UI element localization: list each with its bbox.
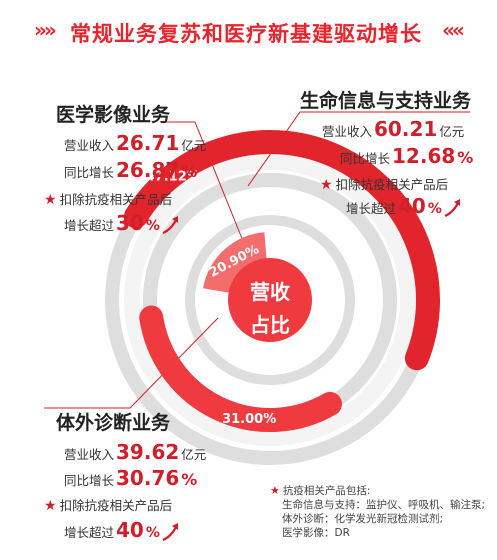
chevron-left-icon: «« [442, 18, 465, 42]
imaging-over-label: 增长超过 [64, 218, 115, 233]
footnote-line3: 体外诊断：化学发光新冠检测试剂; [282, 513, 444, 525]
segment-ivd-title: 体外诊断业务 [56, 412, 171, 434]
imaging-over-row: 增长超过 30% [64, 211, 182, 235]
arc-ivd [139, 305, 342, 432]
center-label-line2: 占比 [250, 313, 290, 337]
ivd-revenue-row: 营业收入 39.62 亿元 [64, 440, 206, 464]
ivd-excl-row: ★ 扣除抗疫相关产品后 [44, 495, 172, 514]
trend-up-arrow-icon [444, 199, 460, 218]
footnote-line2: 生命信息与支持：监护仪、呼吸机、输注泵; [282, 499, 486, 511]
trend-up-arrow-icon [162, 216, 178, 235]
segment-imaging-title: 医学影像业务 [56, 104, 171, 126]
imaging-revenue-unit: 亿元 [181, 138, 207, 153]
imaging-revenue-value: 26.71 [116, 131, 180, 155]
footnote-line1: ★ 抗疫相关产品包括: [270, 484, 485, 498]
footnote-line1-text: 抗疫相关产品包括: [282, 485, 371, 497]
imaging-excl-row: ★ 扣除抗疫相关产品后 [44, 189, 172, 208]
life-revenue-row: 营业收入 60.21 亿元 [322, 117, 464, 141]
center-disc [228, 258, 312, 342]
life-over-value: 40 [398, 194, 426, 218]
life-over-label: 增长超过 [346, 201, 397, 216]
imaging-growth-value: 26.87 [116, 158, 180, 182]
ivd-over-row: 增长超过 40% [64, 518, 182, 542]
imaging-excl-label: 扣除抗疫相关产品后 [59, 192, 173, 207]
life-excl-row: ★ 扣除抗疫相关产品后 [320, 174, 448, 193]
inner-disc [203, 232, 267, 294]
life-excl-label: 扣除抗疫相关产品后 [335, 177, 449, 192]
life-growth-unit: % [457, 148, 474, 167]
imaging-growth-unit: % [181, 162, 198, 181]
ivd-revenue-unit: 亿元 [181, 447, 207, 462]
life-revenue-value: 60.21 [374, 117, 438, 141]
life-growth-value: 12.68 [392, 144, 456, 168]
connector-imaging [160, 121, 246, 247]
life-revenue-label: 营业收入 [322, 124, 373, 139]
ring-track-inner [185, 215, 355, 385]
imaging-over-unit: % [145, 218, 160, 234]
footnote-line4: 医学影像：DR [282, 527, 350, 539]
ivd-revenue-label: 营业收入 [64, 447, 115, 462]
star-icon: ★ [270, 484, 280, 497]
imaging-growth-row: 同比增长 26.87% [64, 158, 197, 182]
life-over-unit: % [427, 201, 442, 217]
ivd-excl-label: 扣除抗疫相关产品后 [59, 498, 173, 513]
ivd-over-label: 增长超过 [64, 525, 115, 540]
ivd-growth-row: 同比增长 30.76% [64, 466, 197, 490]
imaging-over-value: 30 [116, 211, 144, 235]
ivd-over-unit: % [145, 525, 160, 541]
life-growth-label: 同比增长 [340, 151, 391, 166]
connector-ivd [44, 317, 219, 409]
ivd-over-value: 40 [116, 518, 144, 542]
ivd-growth-unit: % [181, 470, 198, 489]
ring-gap [124, 154, 416, 446]
star-icon: ★ [44, 498, 57, 514]
life-growth-row: 同比增长 12.68% [340, 144, 473, 168]
ivd-revenue-value: 39.62 [116, 440, 180, 464]
footnote: ★ 抗疫相关产品包括: 生命信息与支持：监护仪、呼吸机、输注泵; 体外诊断：化学发… [270, 484, 485, 540]
center-label: 营收 占比 [240, 276, 300, 338]
arc-life [124, 130, 440, 371]
ivd-growth-label: 同比增长 [64, 473, 115, 488]
imaging-growth-label: 同比增长 [64, 165, 115, 180]
label-ivd: 31.00% [222, 412, 276, 427]
connector-life [247, 111, 470, 187]
imaging-revenue-label: 营业收入 [64, 138, 115, 153]
ivd-growth-value: 30.76 [116, 466, 180, 490]
label-life: 47.12% [146, 169, 200, 184]
star-icon: ★ [320, 177, 333, 193]
star-icon: ★ [44, 192, 57, 208]
title-row: »» 常规业务复苏和医疗新基建驱动增长 «« [0, 0, 497, 62]
life-revenue-unit: 亿元 [439, 124, 465, 139]
imaging-revenue-row: 营业收入 26.71 亿元 [64, 131, 206, 155]
trend-up-arrow-icon [162, 523, 178, 542]
segment-life-title: 生命信息与支持业务 [300, 90, 472, 112]
chevron-right-icon: »» [34, 18, 57, 42]
center-label-line1: 营收 [250, 280, 290, 304]
life-over-row: 增长超过 40% [346, 194, 464, 218]
page-title: 常规业务复苏和医疗新基建驱动增长 [70, 22, 422, 46]
